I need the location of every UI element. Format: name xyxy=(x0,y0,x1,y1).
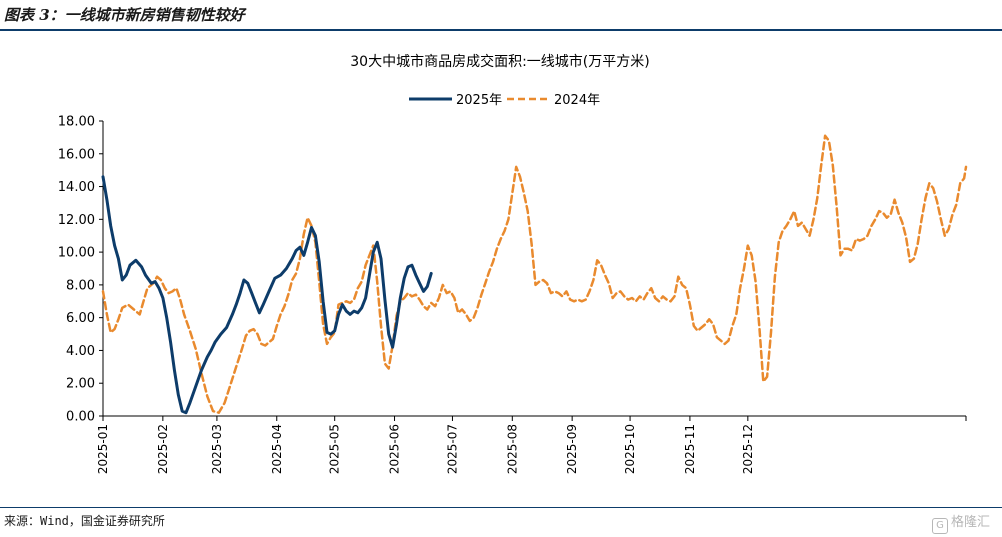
watermark: G 格隆汇 xyxy=(931,511,990,534)
x-tick-label: 2025-03 xyxy=(210,424,224,474)
y-tick-label: 14.00 xyxy=(58,180,95,195)
series-line-2024 xyxy=(101,134,968,414)
x-tick-label: 2025-06 xyxy=(388,424,402,474)
x-tick-label: 2025-05 xyxy=(328,424,342,474)
x-tick-label: 2025-09 xyxy=(565,424,579,474)
title-divider xyxy=(0,29,1002,31)
legend-label-2025: 2025年 xyxy=(456,93,502,108)
y-tick-label: 6.00 xyxy=(66,311,95,326)
source-note: 来源：Wind，国金证券研究所 xyxy=(4,514,165,528)
x-tick-label: 2025-04 xyxy=(270,424,284,474)
x-tick-label: 2025-07 xyxy=(445,424,459,474)
y-tick-label: 0.00 xyxy=(66,410,95,425)
x-tick-label: 2025-02 xyxy=(156,424,170,474)
x-tick-label: 2025-01 xyxy=(96,424,110,474)
y-tick-label: 18.00 xyxy=(58,115,95,130)
series-layer xyxy=(101,134,968,415)
legend: 2025年 2024年 xyxy=(409,93,600,108)
y-tick-label: 2.00 xyxy=(66,377,95,392)
y-tick-label: 10.00 xyxy=(58,246,95,261)
legend-label-2024: 2024年 xyxy=(554,93,600,108)
chart-title: 30大中城市商品房成交面积:一线城市(万平方米) xyxy=(350,53,649,70)
y-tick-label: 16.00 xyxy=(58,147,95,162)
watermark-logo-icon: G xyxy=(931,518,948,534)
series-line-2025 xyxy=(101,175,433,415)
x-tick-label: 2025-10 xyxy=(623,424,637,474)
x-tick-label: 2025-11 xyxy=(683,424,697,474)
watermark-text: 格隆汇 xyxy=(950,515,990,530)
y-tick-label: 4.00 xyxy=(66,344,95,359)
y-tick-label: 12.00 xyxy=(58,213,95,228)
x-tick-label: 2025-08 xyxy=(505,424,519,474)
figure-title: 图表 3：一线城市新房销售韧性较好 xyxy=(4,6,245,24)
axes: 0.00 2.00 4.00 6.00 8.00 10.00 12.00 14.00 16.00… xyxy=(58,115,967,474)
y-tick-label: 8.00 xyxy=(66,278,95,293)
footer-divider xyxy=(0,507,1002,508)
x-tick-label: 2025-12 xyxy=(741,424,755,474)
